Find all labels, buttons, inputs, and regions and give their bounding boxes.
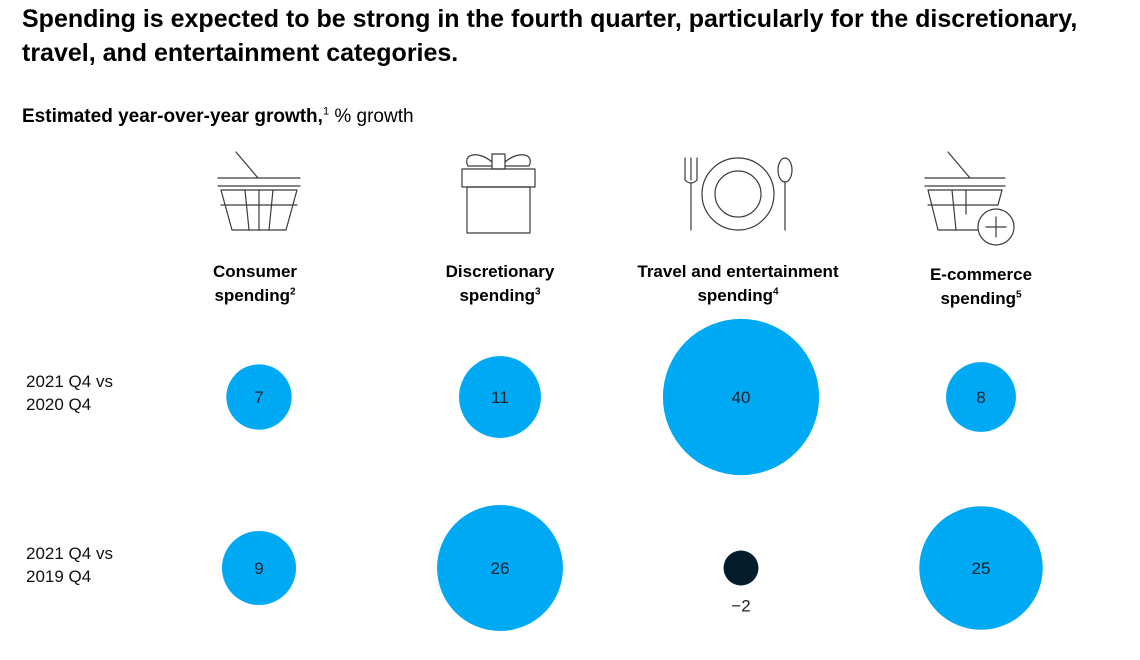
column-label-line2: spending xyxy=(940,289,1016,308)
row-label-line1: 2021 Q4 vs xyxy=(26,372,113,391)
chart-subtitle: Estimated year-over-year growth,1 % grow… xyxy=(22,104,414,130)
row-label-2020: 2021 Q4 vs 2020 Q4 xyxy=(26,370,113,416)
column-label-line2: spending xyxy=(697,286,773,305)
column-label-discretionary: Discretionary spending3 xyxy=(370,260,630,308)
column-footnote: 3 xyxy=(535,286,541,298)
bubble-2019-col1 xyxy=(221,530,297,606)
bubble-label: 11 xyxy=(491,388,509,407)
bubble-2020-col4 xyxy=(946,362,1016,432)
basket-icon xyxy=(217,151,301,231)
row-label-line2: 2019 Q4 xyxy=(26,567,92,586)
chart-title: Spending is expected to be strong in the… xyxy=(22,5,1078,67)
gift-icon xyxy=(461,153,536,234)
subtitle-footnote: 1 xyxy=(322,105,330,118)
column-label-line1: E-commerce xyxy=(929,265,1033,284)
row-label-2019: 2021 Q4 vs 2019 Q4 xyxy=(26,542,113,588)
subtitle-bold: Estimated year-over-year growth, xyxy=(22,106,323,127)
bubble-2020-col1 xyxy=(226,364,292,430)
column-label-ecommerce: E-commerce spending5 xyxy=(851,263,1111,311)
column-footnote: 5 xyxy=(1016,289,1022,301)
bubble-label: 8 xyxy=(976,388,985,407)
bubble-label: 40 xyxy=(732,388,751,407)
plate-cutlery-icon xyxy=(684,157,793,231)
column-label-line2: spending xyxy=(214,286,290,305)
column-label-line1: Discretionary xyxy=(445,262,555,281)
bubble-2019-col3 xyxy=(723,550,759,586)
bubble-label: 7 xyxy=(254,388,263,407)
bubble-2019-col4 xyxy=(919,506,1043,630)
column-footnote: 2 xyxy=(290,286,296,298)
bubble-label: 9 xyxy=(254,559,263,578)
bubble-label: −2 xyxy=(731,596,750,615)
basket-plus-icon xyxy=(924,151,1015,246)
column-label-line1: Travel and entertainment xyxy=(637,262,839,281)
column-footnote: 4 xyxy=(773,286,779,298)
column-label-line2: spending xyxy=(459,286,535,305)
subtitle-unit: % growth xyxy=(334,106,414,127)
row-label-line1: 2021 Q4 vs xyxy=(26,544,113,563)
bubble-2019-col2 xyxy=(437,505,563,631)
bubble-label: 25 xyxy=(972,559,991,578)
bubble-2020-col3 xyxy=(662,318,820,476)
bubble-2020-col2 xyxy=(459,356,541,438)
column-label-travel: Travel and entertainment spending4 xyxy=(608,260,868,308)
bubble-label: 26 xyxy=(491,559,510,578)
column-label-consumer: Consumer spending2 xyxy=(125,260,385,308)
row-label-line2: 2020 Q4 xyxy=(26,395,92,414)
column-label-line1: Consumer xyxy=(212,262,298,281)
